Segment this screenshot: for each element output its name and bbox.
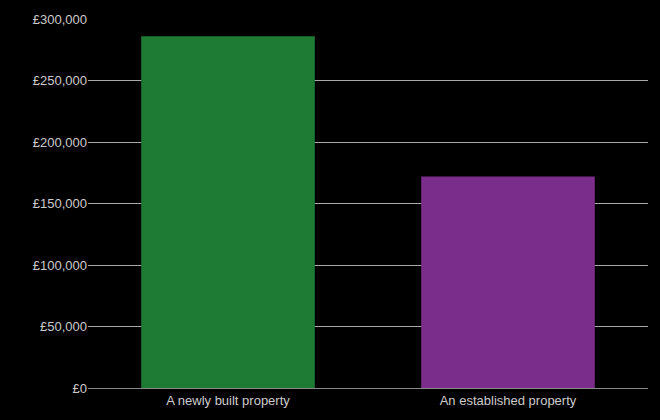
svg-text:£50,000: £50,000 xyxy=(40,319,87,334)
svg-text:£200,000: £200,000 xyxy=(33,135,87,150)
svg-text:£300,000: £300,000 xyxy=(33,12,87,27)
svg-text:£100,000: £100,000 xyxy=(33,258,87,273)
svg-text:£250,000: £250,000 xyxy=(33,73,87,88)
svg-text:An established property: An established property xyxy=(440,393,577,408)
svg-text:£0: £0 xyxy=(73,381,87,396)
svg-text:A newly built property: A newly built property xyxy=(166,393,290,408)
svg-text:£150,000: £150,000 xyxy=(33,196,87,211)
